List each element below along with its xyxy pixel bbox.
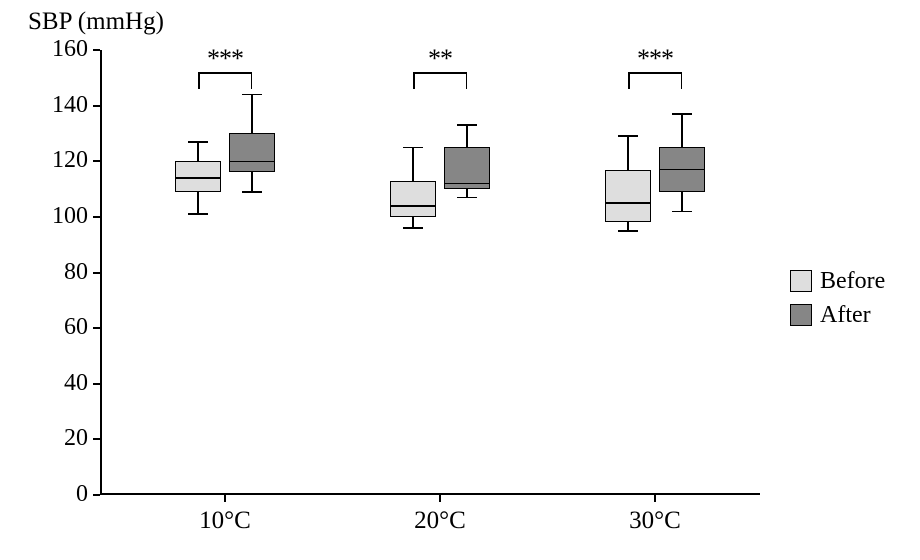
y-axis bbox=[100, 50, 102, 495]
y-tick-label: 120 bbox=[38, 147, 88, 174]
box-after-0-cap-upper bbox=[242, 94, 262, 96]
boxplot-chart: SBP (mmHg) 02040608010012014016010°C20°C… bbox=[0, 0, 920, 560]
y-tick bbox=[93, 105, 100, 107]
box-before-0-median bbox=[175, 177, 221, 179]
sig-bracket-v bbox=[681, 72, 683, 89]
box-before-1-box bbox=[390, 181, 436, 217]
box-before-1-cap-lower bbox=[403, 227, 423, 229]
box-before-0-whisker-upper bbox=[197, 142, 199, 161]
legend-swatch bbox=[790, 304, 812, 326]
x-tick-label: 20°C bbox=[414, 507, 466, 535]
box-after-1-median bbox=[444, 183, 490, 185]
x-tick bbox=[224, 495, 226, 502]
y-tick-label: 40 bbox=[38, 370, 88, 397]
box-after-0-whisker-upper bbox=[251, 95, 253, 134]
y-tick bbox=[93, 383, 100, 385]
x-tick bbox=[654, 495, 656, 502]
y-tick bbox=[93, 49, 100, 51]
sig-bracket-v bbox=[413, 72, 415, 89]
box-after-0-whisker-lower bbox=[251, 172, 253, 191]
y-tick-label: 100 bbox=[38, 203, 88, 230]
box-before-2-cap-lower bbox=[618, 230, 638, 232]
box-before-2-cap-upper bbox=[618, 135, 638, 137]
box-before-0-cap-upper bbox=[188, 141, 208, 143]
box-before-0-whisker-lower bbox=[197, 192, 199, 214]
box-after-1-cap-upper bbox=[457, 124, 477, 126]
sig-label: *** bbox=[207, 44, 243, 74]
sig-label: *** bbox=[637, 44, 673, 74]
y-tick bbox=[93, 216, 100, 218]
box-before-1-cap-upper bbox=[403, 147, 423, 149]
box-before-1-median bbox=[390, 205, 436, 207]
sig-bracket-v bbox=[628, 72, 630, 89]
box-after-0-median bbox=[229, 161, 275, 163]
box-after-2-whisker-upper bbox=[681, 114, 683, 147]
legend-swatch bbox=[790, 270, 812, 292]
box-after-1-cap-lower bbox=[457, 197, 477, 199]
y-tick bbox=[93, 160, 100, 162]
x-axis bbox=[100, 493, 760, 495]
box-before-2-median bbox=[605, 202, 651, 204]
y-tick bbox=[93, 272, 100, 274]
x-tick-label: 10°C bbox=[199, 507, 251, 535]
box-before-1-whisker-upper bbox=[412, 147, 414, 180]
sig-bracket-v bbox=[466, 72, 468, 89]
y-tick bbox=[93, 494, 100, 496]
y-tick-label: 80 bbox=[38, 259, 88, 286]
sig-bracket-v bbox=[198, 72, 200, 89]
box-before-2-box bbox=[605, 170, 651, 223]
y-tick-label: 60 bbox=[38, 314, 88, 341]
box-after-2-cap-lower bbox=[672, 211, 692, 213]
box-after-2-cap-upper bbox=[672, 113, 692, 115]
box-before-2-whisker-upper bbox=[627, 136, 629, 169]
x-tick bbox=[439, 495, 441, 502]
legend-label: Before bbox=[820, 268, 885, 295]
y-tick-label: 160 bbox=[38, 36, 88, 63]
box-after-0-box bbox=[229, 133, 275, 172]
x-tick-label: 30°C bbox=[629, 507, 681, 535]
y-tick-label: 20 bbox=[38, 425, 88, 452]
y-tick-label: 0 bbox=[38, 481, 88, 508]
box-after-2-whisker-lower bbox=[681, 192, 683, 211]
y-tick bbox=[93, 438, 100, 440]
plot-area: 02040608010012014016010°C20°C30°C*******… bbox=[100, 50, 760, 495]
box-after-0-cap-lower bbox=[242, 191, 262, 193]
box-after-2-median bbox=[659, 169, 705, 171]
sig-label: ** bbox=[428, 44, 452, 74]
sig-bracket-v bbox=[251, 72, 253, 89]
legend-label: After bbox=[820, 302, 871, 329]
y-tick-label: 140 bbox=[38, 92, 88, 119]
box-after-1-whisker-upper bbox=[466, 125, 468, 147]
box-before-0-cap-lower bbox=[188, 213, 208, 215]
y-tick bbox=[93, 327, 100, 329]
y-axis-title: SBP (mmHg) bbox=[28, 8, 164, 36]
